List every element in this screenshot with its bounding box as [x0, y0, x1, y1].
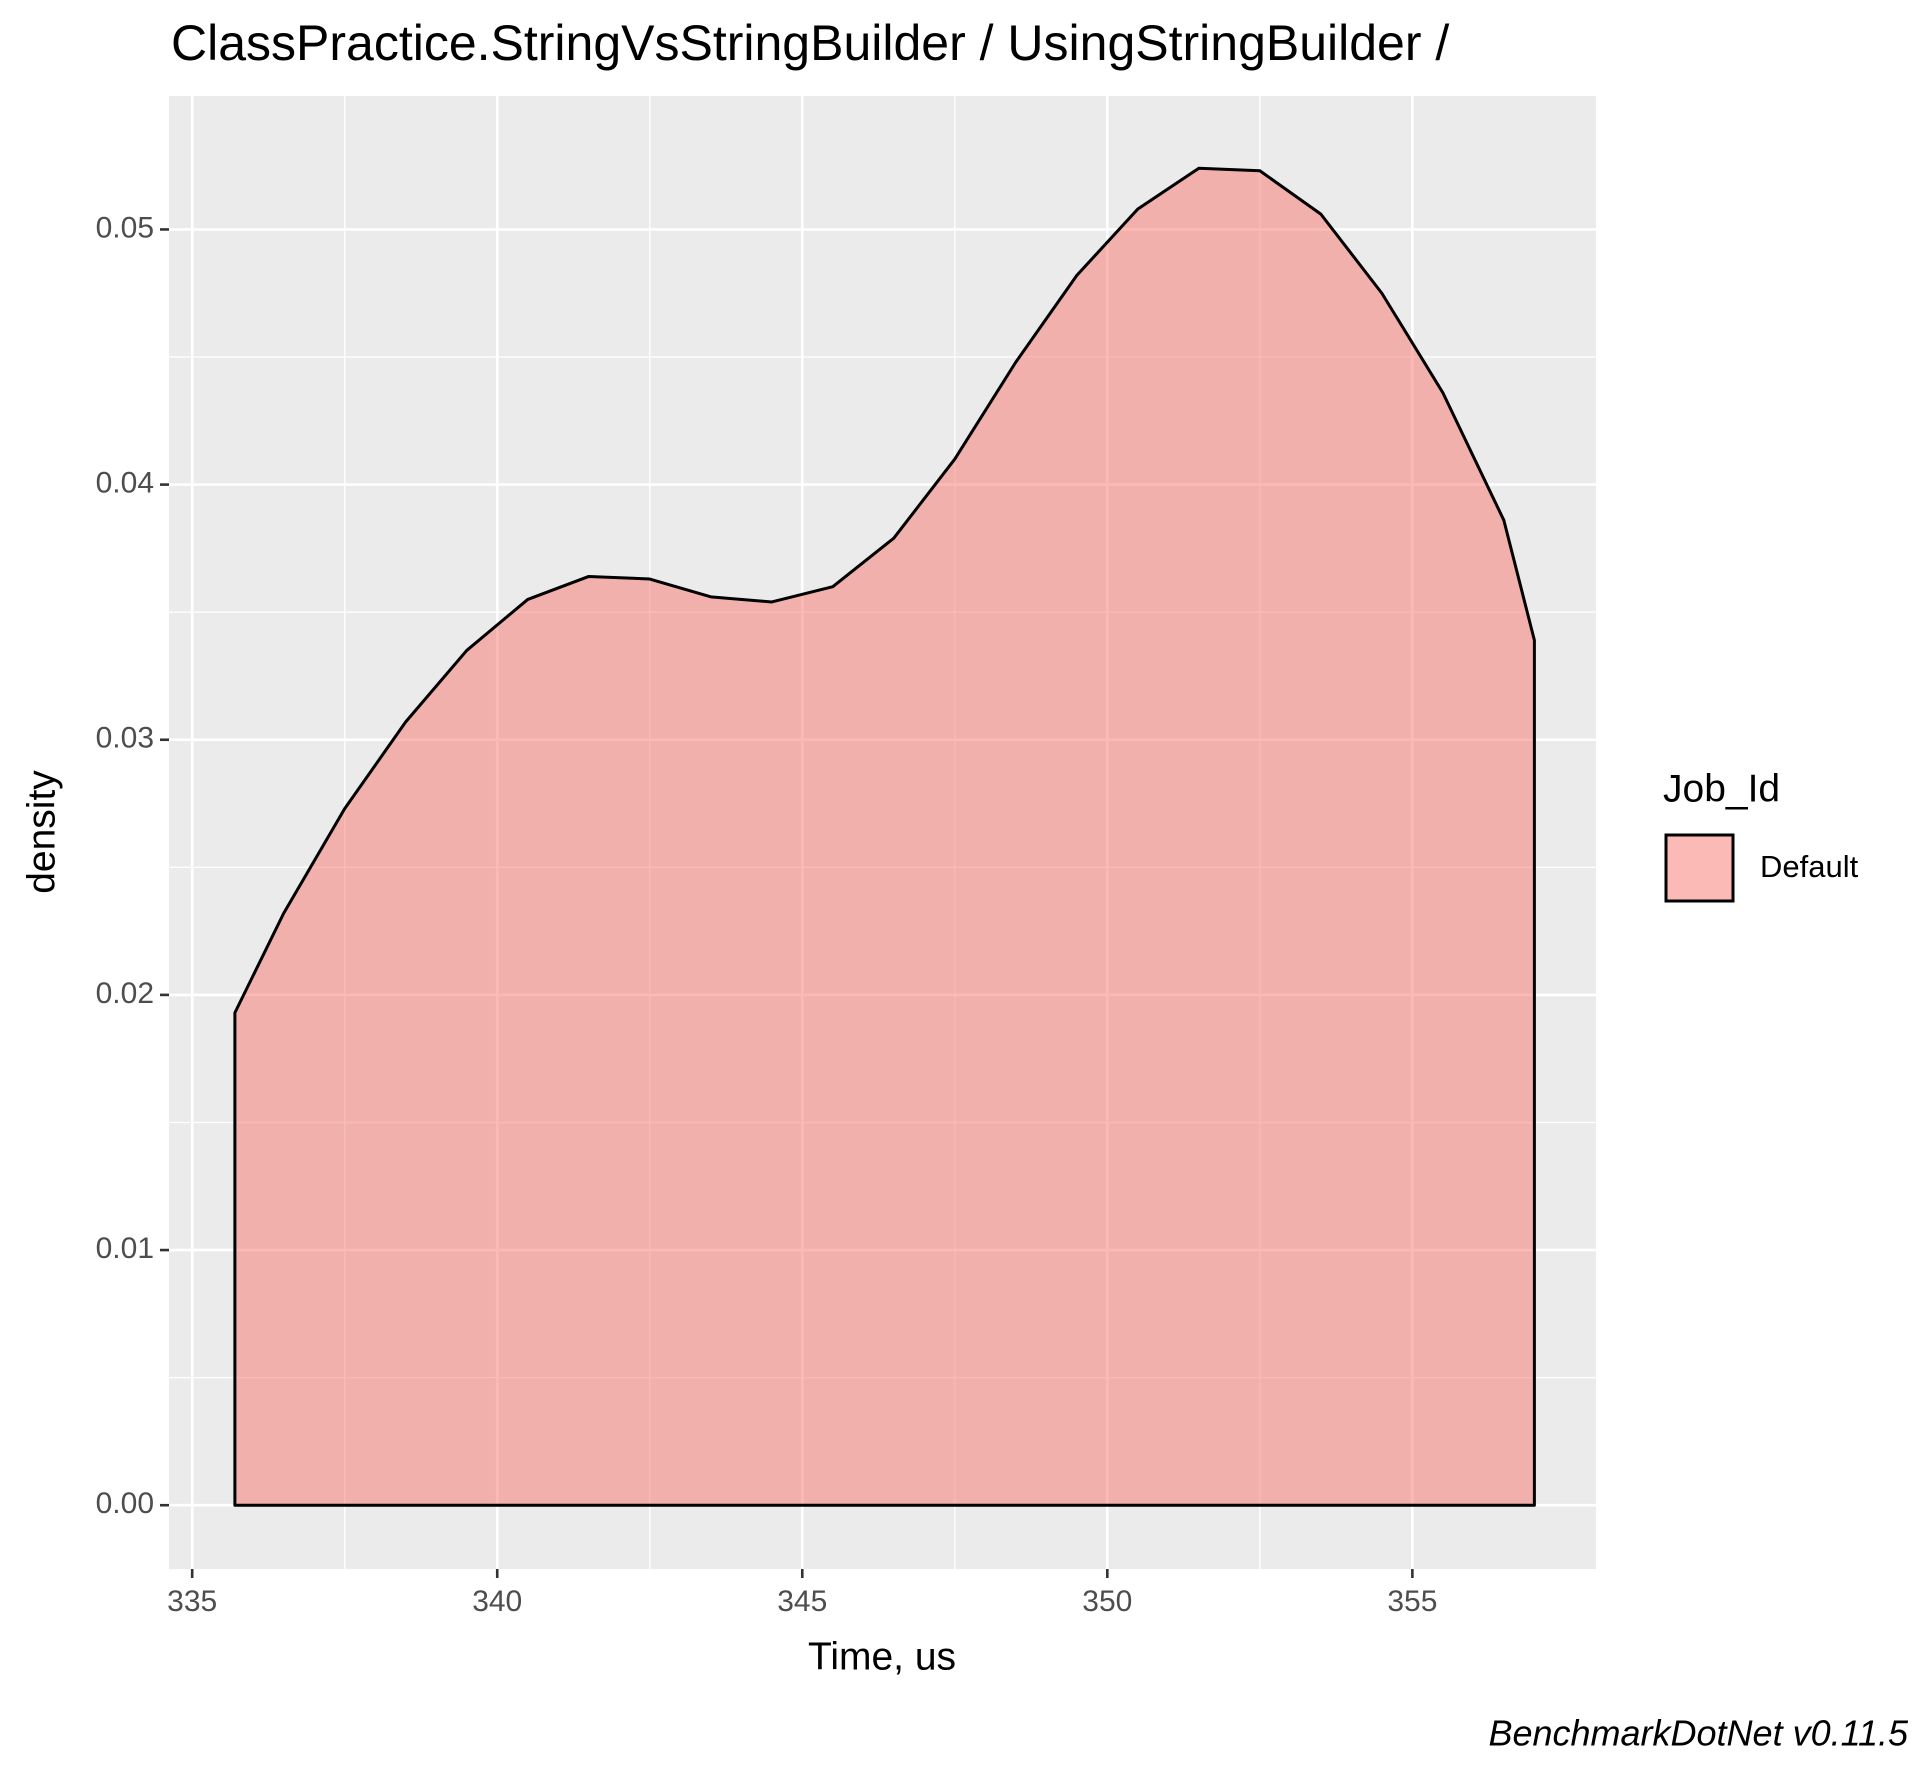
y-tick-label: 0.02 [96, 977, 154, 1010]
caption: BenchmarkDotNet v0.11.5 [1488, 1713, 1909, 1754]
legend-label: Default [1760, 849, 1859, 884]
y-tick-label: 0.03 [96, 722, 154, 755]
x-axis-label: Time, us [808, 1635, 956, 1678]
marks [233, 166, 1536, 1507]
legend-key [1664, 833, 1735, 903]
chart-title: ClassPractice.StringVsStringBuilder / Us… [171, 15, 1449, 71]
legend-title: Job_Id [1663, 767, 1780, 810]
y-tick-label: 0.05 [96, 211, 154, 244]
y-axis-label: density [20, 770, 63, 894]
density-area [233, 166, 1536, 1507]
x-tick-label: 355 [1387, 1585, 1437, 1618]
y-tick-label: 0.04 [96, 467, 154, 500]
x-tick-label: 350 [1082, 1585, 1132, 1618]
x-tick-label: 340 [472, 1585, 522, 1618]
x-tick-label: 335 [167, 1585, 217, 1618]
y-tick-label: 0.01 [96, 1232, 154, 1265]
y-tick-label: 0.00 [96, 1487, 154, 1520]
x-tick-label: 345 [777, 1585, 827, 1618]
